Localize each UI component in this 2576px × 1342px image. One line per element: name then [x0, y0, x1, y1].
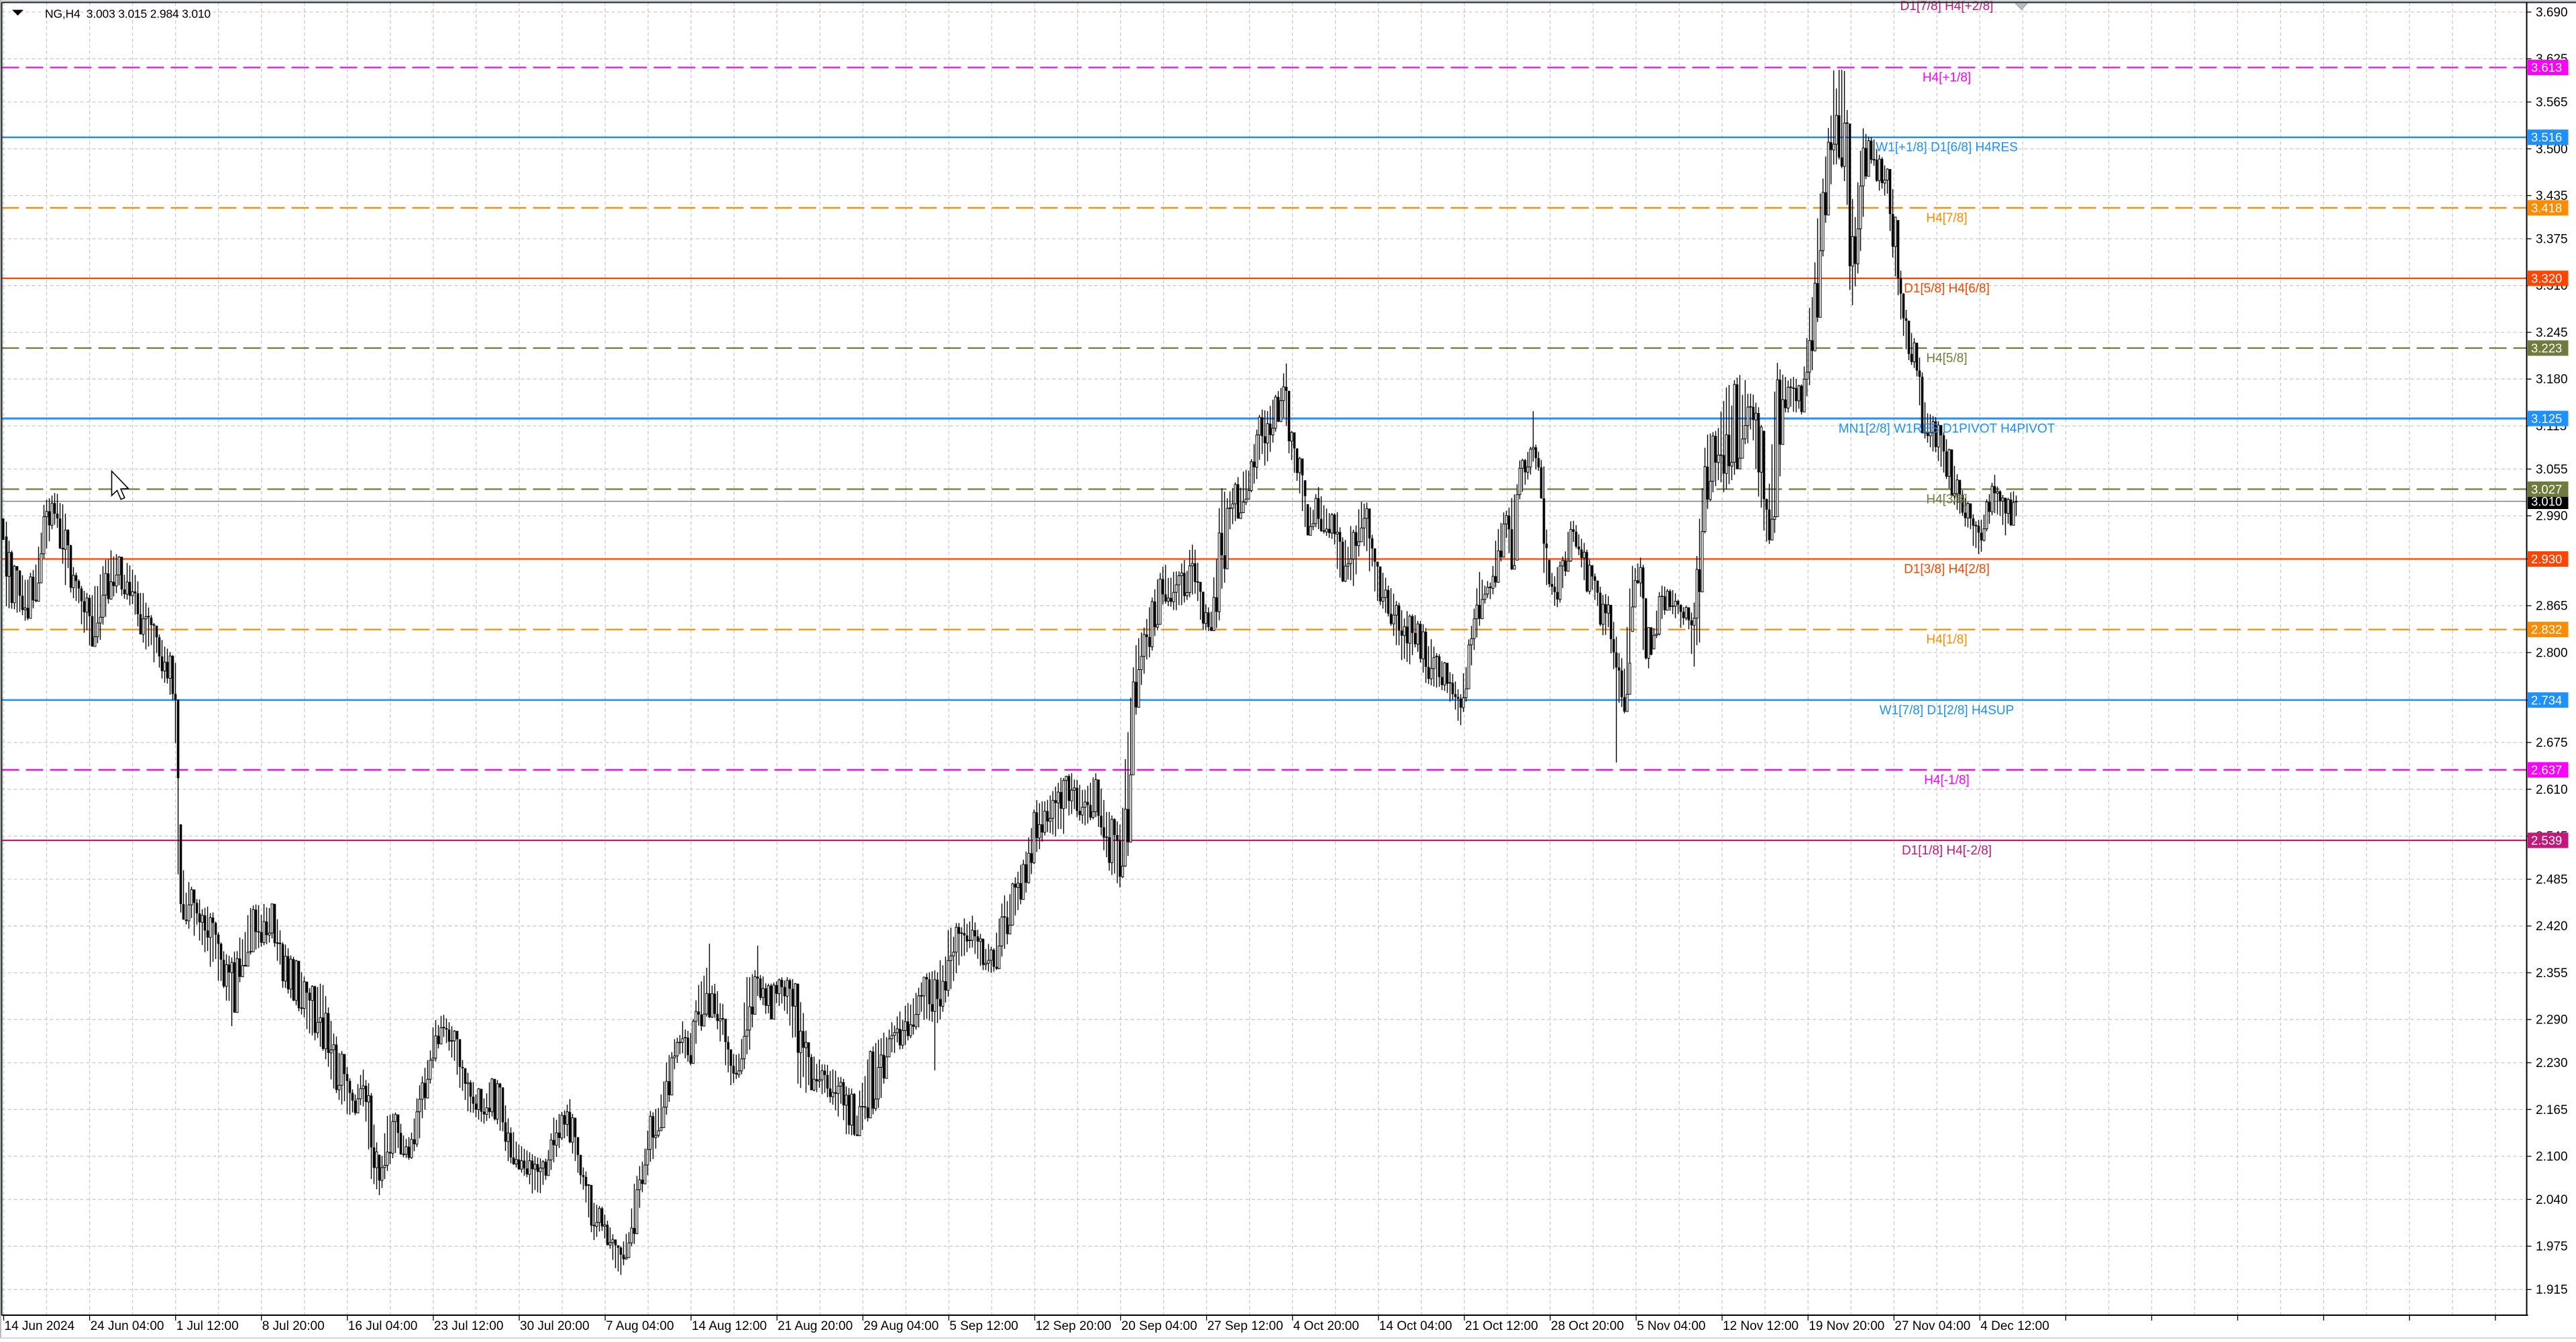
svg-text:H4[3/8]: H4[3/8] — [1926, 492, 1967, 506]
svg-text:2.100: 2.100 — [2536, 1150, 2568, 1164]
svg-text:2.165: 2.165 — [2536, 1103, 2568, 1117]
svg-text:3.613: 3.613 — [2531, 60, 2562, 74]
svg-text:1.975: 1.975 — [2536, 1240, 2568, 1254]
svg-text:MN1[2/8] W1RES D1PIVOT H4PIVOT: MN1[2/8] W1RES D1PIVOT H4PIVOT — [1839, 422, 2055, 436]
svg-text:3.245: 3.245 — [2536, 326, 2568, 340]
svg-text:W1[+1/8] D1[6/8] H4RES: W1[+1/8] D1[6/8] H4RES — [1876, 141, 2018, 155]
svg-text:2.832: 2.832 — [2531, 622, 2562, 636]
svg-text:3.435: 3.435 — [2536, 189, 2568, 203]
svg-text:5 Nov 04:00: 5 Nov 04:00 — [1637, 1319, 1705, 1333]
svg-text:3.516: 3.516 — [2531, 130, 2562, 144]
svg-text:2.675: 2.675 — [2536, 736, 2568, 750]
svg-text:23 Jul 12:00: 23 Jul 12:00 — [434, 1319, 504, 1333]
svg-text:2.610: 2.610 — [2536, 783, 2568, 797]
svg-text:5 Sep 12:00: 5 Sep 12:00 — [949, 1319, 1018, 1333]
svg-text:3.690: 3.690 — [2536, 6, 2568, 20]
svg-text:2.637: 2.637 — [2531, 763, 2562, 777]
svg-text:7 Aug 04:00: 7 Aug 04:00 — [606, 1319, 674, 1333]
svg-text:3.223: 3.223 — [2531, 341, 2562, 355]
svg-text:3.320: 3.320 — [2531, 272, 2562, 286]
svg-text:H4[+1/8]: H4[+1/8] — [1923, 71, 1971, 85]
svg-text:3.180: 3.180 — [2536, 373, 2568, 387]
svg-text:H4[5/8]: H4[5/8] — [1926, 351, 1967, 366]
svg-text:2.230: 2.230 — [2536, 1056, 2568, 1070]
svg-text:8 Jul 20:00: 8 Jul 20:00 — [262, 1319, 325, 1333]
svg-text:D1[7/8] H4[+2/8]: D1[7/8] H4[+2/8] — [1900, 0, 1994, 13]
svg-text:NG,H4 3.003 3.015 2.984 3.010: NG,H4 3.003 3.015 2.984 3.010 — [45, 7, 211, 21]
svg-text:2.485: 2.485 — [2536, 873, 2568, 887]
svg-text:21 Aug 20:00: 21 Aug 20:00 — [777, 1319, 853, 1333]
svg-text:1 Jul 12:00: 1 Jul 12:00 — [176, 1319, 239, 1333]
svg-text:2.355: 2.355 — [2536, 966, 2568, 981]
svg-text:14 Oct 04:00: 14 Oct 04:00 — [1379, 1319, 1452, 1333]
svg-text:12 Sep 20:00: 12 Sep 20:00 — [1036, 1319, 1112, 1333]
svg-text:3.125: 3.125 — [2531, 412, 2562, 426]
svg-text:2.930: 2.930 — [2531, 552, 2562, 566]
svg-text:14 Jun 2024: 14 Jun 2024 — [5, 1319, 75, 1333]
svg-text:H4[7/8]: H4[7/8] — [1926, 211, 1967, 225]
svg-text:24 Jun 04:00: 24 Jun 04:00 — [91, 1319, 164, 1333]
svg-text:D1[5/8] H4[6/8]: D1[5/8] H4[6/8] — [1904, 282, 1990, 296]
svg-text:2.539: 2.539 — [2531, 834, 2562, 848]
svg-text:H4[-1/8]: H4[-1/8] — [1924, 773, 1970, 787]
svg-text:2.800: 2.800 — [2536, 647, 2568, 661]
svg-text:20 Sep 04:00: 20 Sep 04:00 — [1122, 1319, 1197, 1333]
svg-text:28 Oct 20:00: 28 Oct 20:00 — [1551, 1319, 1624, 1333]
svg-text:3.055: 3.055 — [2536, 463, 2568, 477]
svg-text:2.734: 2.734 — [2531, 693, 2562, 707]
svg-text:3.375: 3.375 — [2536, 233, 2568, 247]
svg-text:4 Oct 20:00: 4 Oct 20:00 — [1293, 1319, 1359, 1333]
svg-text:W1[7/8] D1[2/8] H4SUP: W1[7/8] D1[2/8] H4SUP — [1880, 704, 2015, 718]
svg-text:27 Nov 04:00: 27 Nov 04:00 — [1894, 1319, 1970, 1333]
svg-text:H4[1/8]: H4[1/8] — [1926, 633, 1967, 647]
svg-text:2.290: 2.290 — [2536, 1013, 2568, 1027]
svg-text:2.990: 2.990 — [2536, 510, 2568, 524]
svg-text:D1[3/8] H4[2/8]: D1[3/8] H4[2/8] — [1904, 563, 1990, 577]
svg-text:3.500: 3.500 — [2536, 142, 2568, 156]
svg-text:1.915: 1.915 — [2536, 1283, 2568, 1297]
svg-text:19 Nov 20:00: 19 Nov 20:00 — [1809, 1319, 1884, 1333]
svg-text:12 Nov 12:00: 12 Nov 12:00 — [1723, 1319, 1799, 1333]
svg-text:30 Jul 20:00: 30 Jul 20:00 — [520, 1319, 590, 1333]
svg-text:3.010: 3.010 — [2531, 494, 2562, 508]
svg-text:3.565: 3.565 — [2536, 96, 2568, 110]
svg-text:29 Aug 04:00: 29 Aug 04:00 — [863, 1319, 938, 1333]
svg-text:2.040: 2.040 — [2536, 1193, 2568, 1207]
svg-text:16 Jul 04:00: 16 Jul 04:00 — [348, 1319, 418, 1333]
svg-text:3.027: 3.027 — [2531, 482, 2562, 496]
svg-text:14 Aug 12:00: 14 Aug 12:00 — [692, 1319, 767, 1333]
svg-text:2.865: 2.865 — [2536, 600, 2568, 614]
svg-text:27 Sep 12:00: 27 Sep 12:00 — [1208, 1319, 1283, 1333]
svg-text:4 Dec 12:00: 4 Dec 12:00 — [1980, 1319, 2049, 1333]
svg-text:D1[1/8] H4[-2/8]: D1[1/8] H4[-2/8] — [1902, 844, 1992, 858]
svg-text:2.420: 2.420 — [2536, 919, 2568, 934]
svg-text:3.418: 3.418 — [2531, 201, 2562, 215]
svg-text:21 Oct 12:00: 21 Oct 12:00 — [1465, 1319, 1538, 1333]
